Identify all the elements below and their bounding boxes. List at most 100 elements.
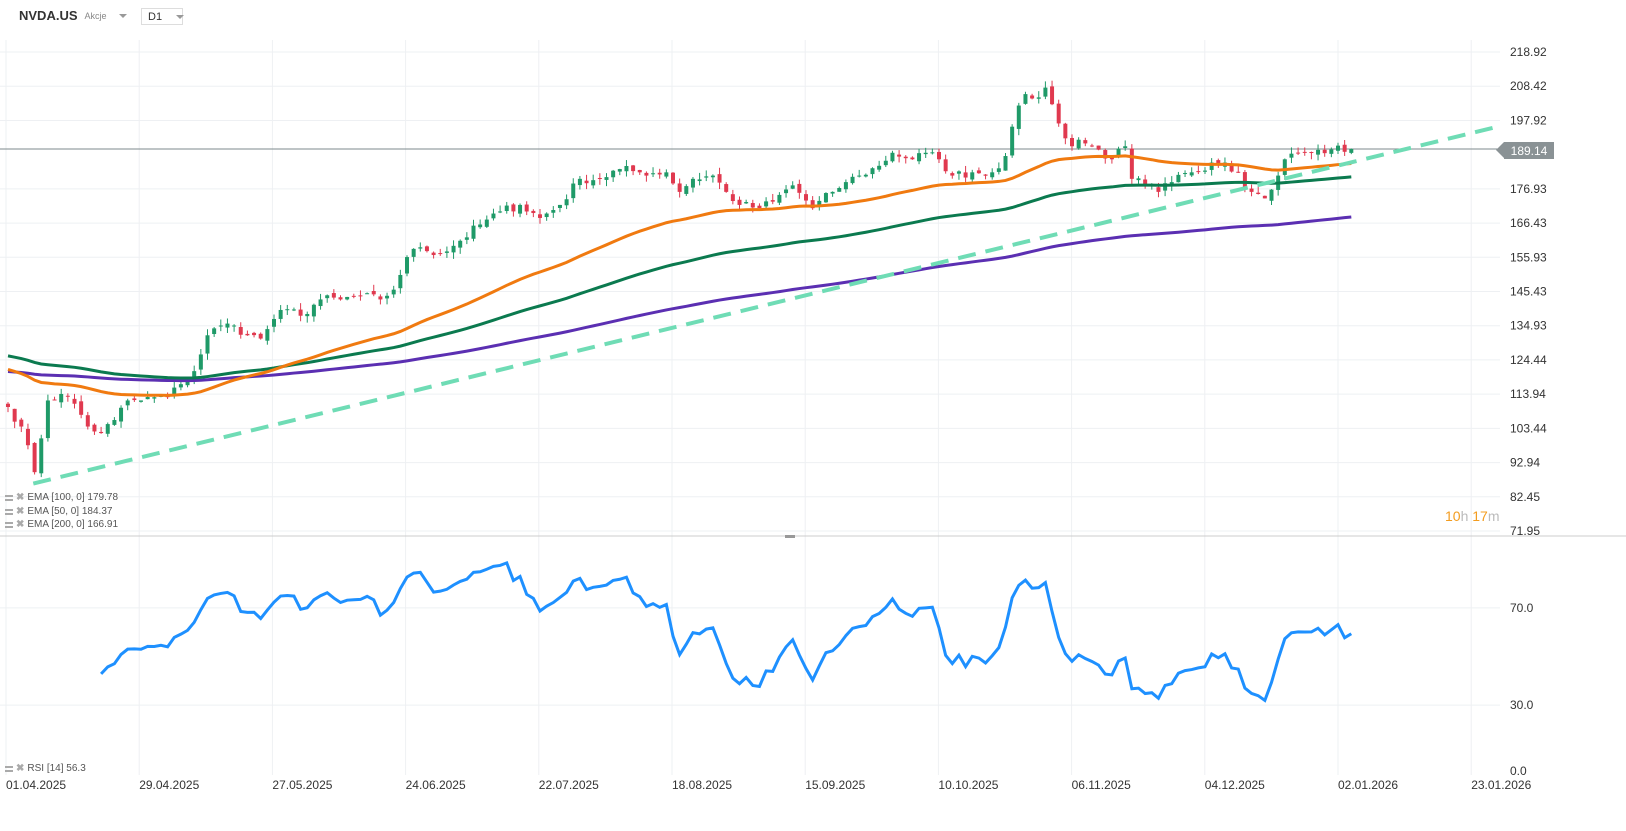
candle-down <box>1063 123 1068 139</box>
panel-resize-handle[interactable] <box>785 535 795 538</box>
date-axis-label: 15.09.2025 <box>805 778 865 792</box>
candle-down <box>897 154 902 157</box>
candle-up <box>1123 146 1128 149</box>
candle-down <box>637 169 642 173</box>
candle-down <box>717 174 722 183</box>
settings-icon[interactable] <box>5 521 13 528</box>
candle-down <box>730 194 735 202</box>
candle-up <box>225 323 230 328</box>
candle-down <box>1096 145 1101 150</box>
candle-up <box>418 247 423 249</box>
candle-up <box>551 210 556 213</box>
candle-down <box>983 174 988 176</box>
candle-up <box>704 176 709 178</box>
candle-up <box>617 169 622 172</box>
chevron-down-icon <box>118 13 127 18</box>
date-axis-label: 01.04.2025 <box>6 778 66 792</box>
indicator-legend-rsi[interactable]: ✖ RSI [14] 56.3 <box>5 763 86 774</box>
candle-up <box>1209 162 1214 170</box>
ema200-line <box>7 215 1352 383</box>
candle-down <box>657 172 662 175</box>
price-axis-label: 103.44 <box>1510 421 1547 435</box>
candle-up <box>857 175 862 177</box>
indicator-label: EMA [100, 0] 179.78 <box>27 492 119 503</box>
candle-up <box>1336 145 1340 151</box>
candle-up <box>59 393 64 403</box>
candle-up <box>1189 172 1194 176</box>
rsi-axis-label: 0.0 <box>1510 764 1527 778</box>
candle-down <box>6 403 10 407</box>
candle-down <box>298 309 303 316</box>
candle-up <box>491 213 496 219</box>
candle-down <box>584 180 589 184</box>
candle-down <box>1296 152 1301 154</box>
close-icon[interactable]: ✖ <box>16 492 25 503</box>
candle-down <box>351 295 356 297</box>
current-price-tag: 189.14 <box>1496 142 1554 159</box>
candle-up <box>265 329 270 341</box>
candle-down <box>910 157 915 160</box>
date-axis-label: 02.01.2026 <box>1338 778 1398 792</box>
candle-up <box>996 168 1001 172</box>
candle-down <box>431 252 436 256</box>
candle-down <box>79 401 84 415</box>
candle-up <box>764 201 769 207</box>
price-axis-label: 208.42 <box>1510 79 1547 93</box>
price-axis-label: 113.94 <box>1510 387 1546 401</box>
indicator-legend-ema50[interactable]: ✖ EMA [50, 0] 184.37 <box>5 506 112 517</box>
candle-up <box>1016 105 1021 129</box>
price-axis-label: 124.44 <box>1510 353 1547 367</box>
candle-up <box>1289 153 1294 158</box>
candle-down <box>371 290 376 295</box>
price-axis-label: 134.93 <box>1510 319 1547 333</box>
candle-up <box>877 165 882 170</box>
candle-down <box>1236 171 1241 173</box>
close-icon[interactable]: ✖ <box>16 519 25 530</box>
candle-up <box>1183 173 1188 175</box>
candle-down <box>1056 103 1061 124</box>
candle-down <box>1302 151 1307 153</box>
candle-up <box>883 160 888 166</box>
candle-up <box>105 424 110 434</box>
close-icon[interactable]: ✖ <box>16 506 25 517</box>
candle-down <box>677 183 682 192</box>
candle-down <box>132 398 137 401</box>
close-icon[interactable]: ✖ <box>16 763 25 774</box>
indicator-legend-ema100[interactable]: ✖ EMA [100, 0] 179.78 <box>5 492 118 503</box>
date-axis-label: 24.06.2025 <box>406 778 466 792</box>
candle-down <box>331 293 336 298</box>
candle-up <box>125 400 130 406</box>
candle-up <box>1076 139 1081 149</box>
candle-up <box>830 191 835 194</box>
settings-icon[interactable] <box>5 494 13 501</box>
ema100-line <box>7 175 1352 380</box>
rsi-line <box>100 560 1353 703</box>
candles <box>6 80 1354 478</box>
chevron-down-icon <box>176 14 185 19</box>
price-axis-label: 218.92 <box>1510 45 1547 59</box>
symbol-selector[interactable]: NVDA.US Akcje <box>19 8 127 23</box>
indicator-label: EMA [50, 0] 184.37 <box>27 506 113 517</box>
candle-down <box>757 205 762 209</box>
indicator-legend-ema200[interactable]: ✖ EMA [200, 0] 166.91 <box>5 519 118 530</box>
candle-down <box>797 183 802 193</box>
candle-down <box>1030 95 1035 99</box>
candle-up <box>917 153 922 162</box>
candle-down <box>671 172 675 184</box>
timeframe-select[interactable]: D1 <box>141 8 185 25</box>
candle-up <box>45 400 50 439</box>
candle-up <box>591 180 596 186</box>
candle-down <box>438 253 443 255</box>
candle-up <box>1136 178 1141 181</box>
candle-up <box>890 152 895 162</box>
candle-up <box>484 219 489 227</box>
candle-up <box>604 177 609 180</box>
date-axis-label: 10.10.2025 <box>938 778 998 792</box>
date-axis-label: 18.08.2025 <box>672 778 732 792</box>
candle-up <box>970 172 975 180</box>
candle-down <box>52 399 57 401</box>
settings-icon[interactable] <box>5 508 13 515</box>
candle-down <box>1229 163 1234 172</box>
settings-icon[interactable] <box>5 765 13 772</box>
